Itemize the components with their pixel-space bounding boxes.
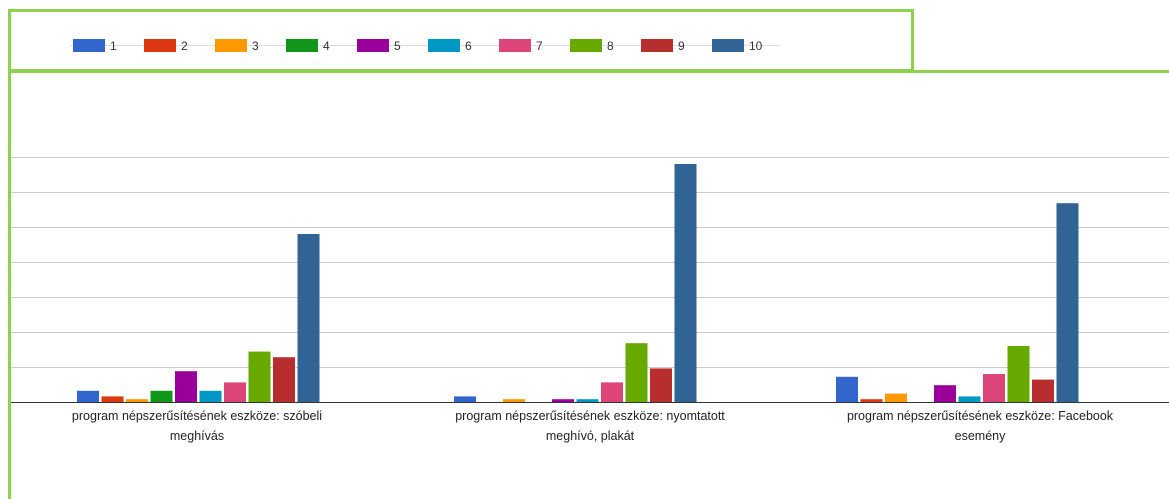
category-label: program népszerűsítésének eszköze: szóbe… <box>72 409 322 423</box>
bar <box>454 396 476 402</box>
legend-label: 3 <box>252 39 259 53</box>
legend-swatch <box>570 39 602 52</box>
bar <box>126 399 148 402</box>
plot-area-frame <box>8 70 1169 499</box>
category-label: esemény <box>955 429 1006 443</box>
bar <box>1056 203 1079 402</box>
bar <box>885 393 907 402</box>
category-label: meghívás <box>170 429 224 443</box>
bar <box>674 164 697 402</box>
bar <box>552 399 574 402</box>
category-label: meghívó, plakát <box>546 429 635 443</box>
legend-label: 5 <box>394 39 401 53</box>
legend-swatch <box>499 39 531 52</box>
legend-swatch <box>641 39 673 52</box>
bar <box>199 390 222 402</box>
bar <box>1007 346 1030 402</box>
legend-swatch <box>215 39 247 52</box>
bar <box>224 382 246 402</box>
bar <box>175 371 197 402</box>
bar <box>576 399 599 402</box>
legend-swatch <box>428 39 460 52</box>
bar <box>836 376 858 402</box>
bar <box>273 357 295 402</box>
bar <box>503 399 525 402</box>
bar <box>77 390 99 402</box>
legend: 1 2 3 4 5 6 7 8 9 10 <box>70 39 780 53</box>
bar <box>601 382 623 402</box>
category-label: program népszerűsítésének eszköze: nyomt… <box>455 409 725 423</box>
legend-label: 1 <box>110 39 117 53</box>
bar <box>1032 379 1054 402</box>
legend-swatch <box>144 39 176 52</box>
legend-label: 6 <box>465 39 472 53</box>
legend-swatch <box>357 39 389 52</box>
bar <box>650 368 672 402</box>
legend-label: 9 <box>678 39 685 53</box>
bar <box>150 390 173 402</box>
bar <box>248 351 271 402</box>
category-labels: program népszerűsítésének eszköze: szóbe… <box>72 409 1114 443</box>
category-label: program népszerűsítésének eszköze: Faceb… <box>847 409 1114 423</box>
legend-label: 10 <box>749 39 763 53</box>
legend-label: 7 <box>536 39 543 53</box>
legend-swatch <box>286 39 318 52</box>
bar <box>625 343 648 402</box>
legend-swatch <box>712 39 744 52</box>
bars <box>77 164 1079 402</box>
bar <box>297 234 320 402</box>
bar <box>983 374 1005 402</box>
legend-label: 4 <box>323 39 330 53</box>
legend-swatch <box>73 39 105 52</box>
legend-label: 8 <box>607 39 614 53</box>
bar <box>860 399 883 402</box>
bar <box>101 396 124 402</box>
bar <box>958 396 981 402</box>
legend-label: 2 <box>181 39 188 53</box>
gridlines <box>11 157 1169 403</box>
bar <box>934 385 956 402</box>
